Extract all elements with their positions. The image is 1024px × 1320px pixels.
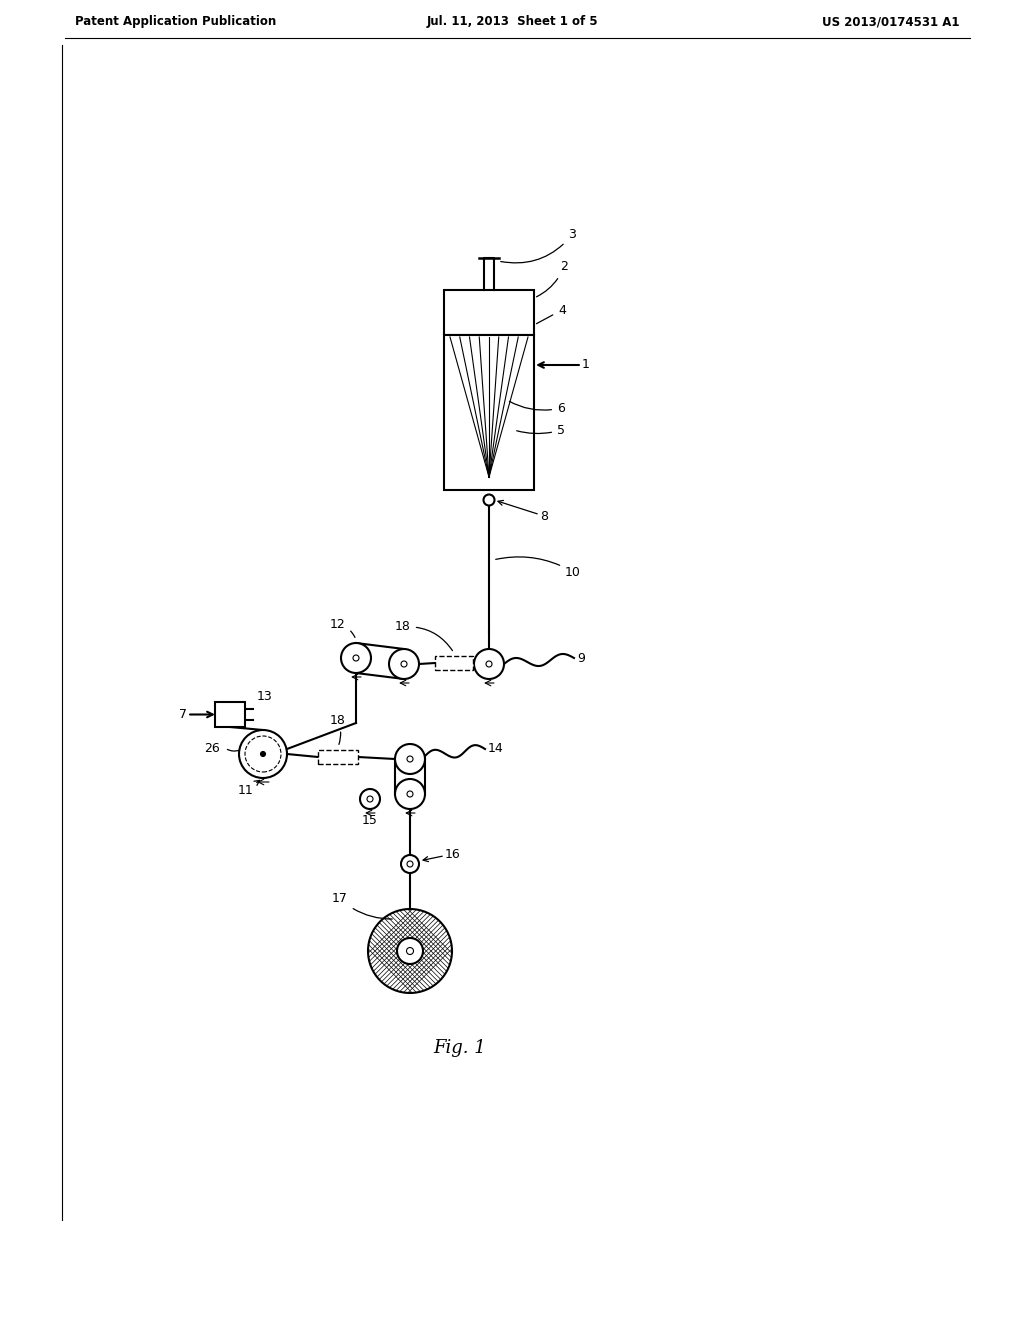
Text: 3: 3 xyxy=(501,228,575,263)
Text: 14: 14 xyxy=(488,742,504,755)
Bar xyxy=(215,702,245,727)
Text: 11: 11 xyxy=(239,780,260,796)
Circle shape xyxy=(474,649,504,678)
Text: 17: 17 xyxy=(332,892,392,919)
Bar xyxy=(318,750,358,764)
Circle shape xyxy=(401,661,407,667)
Text: US 2013/0174531 A1: US 2013/0174531 A1 xyxy=(822,16,961,29)
Text: 18: 18 xyxy=(330,714,346,744)
Circle shape xyxy=(407,791,413,797)
Circle shape xyxy=(239,730,287,777)
Text: 12: 12 xyxy=(330,619,355,638)
Circle shape xyxy=(401,855,419,873)
Text: 15: 15 xyxy=(362,814,378,828)
Text: 18: 18 xyxy=(395,620,453,651)
Text: 8: 8 xyxy=(498,500,548,523)
Circle shape xyxy=(341,643,371,673)
Circle shape xyxy=(367,796,373,803)
Text: 4: 4 xyxy=(537,304,566,323)
Text: 7: 7 xyxy=(179,708,187,721)
Circle shape xyxy=(245,737,281,772)
Text: 10: 10 xyxy=(496,557,581,578)
Text: 13: 13 xyxy=(257,690,272,704)
Circle shape xyxy=(486,661,492,667)
Circle shape xyxy=(397,939,423,964)
Bar xyxy=(444,335,534,490)
Text: 5: 5 xyxy=(517,424,565,437)
Circle shape xyxy=(389,649,419,678)
Text: 2: 2 xyxy=(537,260,568,297)
Circle shape xyxy=(260,751,265,756)
Circle shape xyxy=(483,495,495,506)
Text: 6: 6 xyxy=(509,401,565,414)
Circle shape xyxy=(407,861,413,867)
Text: 16: 16 xyxy=(423,847,461,862)
Text: 26: 26 xyxy=(204,742,220,755)
Circle shape xyxy=(395,779,425,809)
Text: Jul. 11, 2013  Sheet 1 of 5: Jul. 11, 2013 Sheet 1 of 5 xyxy=(426,16,598,29)
Text: Patent Application Publication: Patent Application Publication xyxy=(75,16,276,29)
Bar xyxy=(435,656,473,671)
Circle shape xyxy=(395,744,425,774)
Circle shape xyxy=(360,789,380,809)
Text: 9: 9 xyxy=(577,652,585,664)
Text: Fig. 1: Fig. 1 xyxy=(433,1039,486,1057)
Text: 1: 1 xyxy=(582,359,590,371)
Bar xyxy=(444,290,534,335)
Circle shape xyxy=(353,655,359,661)
Circle shape xyxy=(407,756,413,762)
Circle shape xyxy=(407,948,414,954)
